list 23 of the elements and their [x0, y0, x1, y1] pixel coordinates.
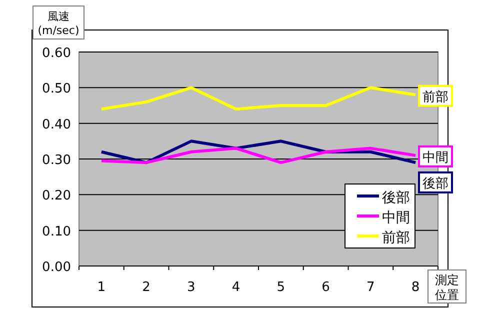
y-tick-label: 0.40: [42, 117, 71, 132]
x-tick-label: 3: [187, 280, 196, 295]
y-tick-label: 0.50: [42, 82, 71, 97]
text: 中間: [422, 150, 448, 166]
y-tick-label: 0.00: [42, 260, 71, 275]
y-tick-label: 0.10: [42, 224, 71, 240]
y-axis-title: 風速 (m/sec): [38, 10, 80, 37]
legend-label: 後部: [382, 190, 410, 206]
x-tick-label: 7: [366, 280, 375, 295]
y-tick-label: 0.20: [42, 188, 71, 204]
y-tick-label: 0.60: [42, 46, 71, 61]
legend-label: 中間: [382, 210, 410, 226]
x-tick-label: 4: [232, 280, 240, 295]
x-tick-label: 6: [322, 280, 330, 295]
x-tick-label: 5: [276, 280, 286, 295]
x-tick-label: 8: [411, 280, 420, 295]
x-tick-label: 1: [97, 280, 106, 295]
text: 後部: [422, 176, 448, 192]
x-tick-label: 2: [142, 280, 150, 295]
x-axis-title: 測定位置: [435, 273, 459, 302]
y-tick-label: 0.30: [42, 153, 71, 168]
legend-label: 前部: [382, 230, 410, 246]
text: 前部: [422, 90, 448, 105]
